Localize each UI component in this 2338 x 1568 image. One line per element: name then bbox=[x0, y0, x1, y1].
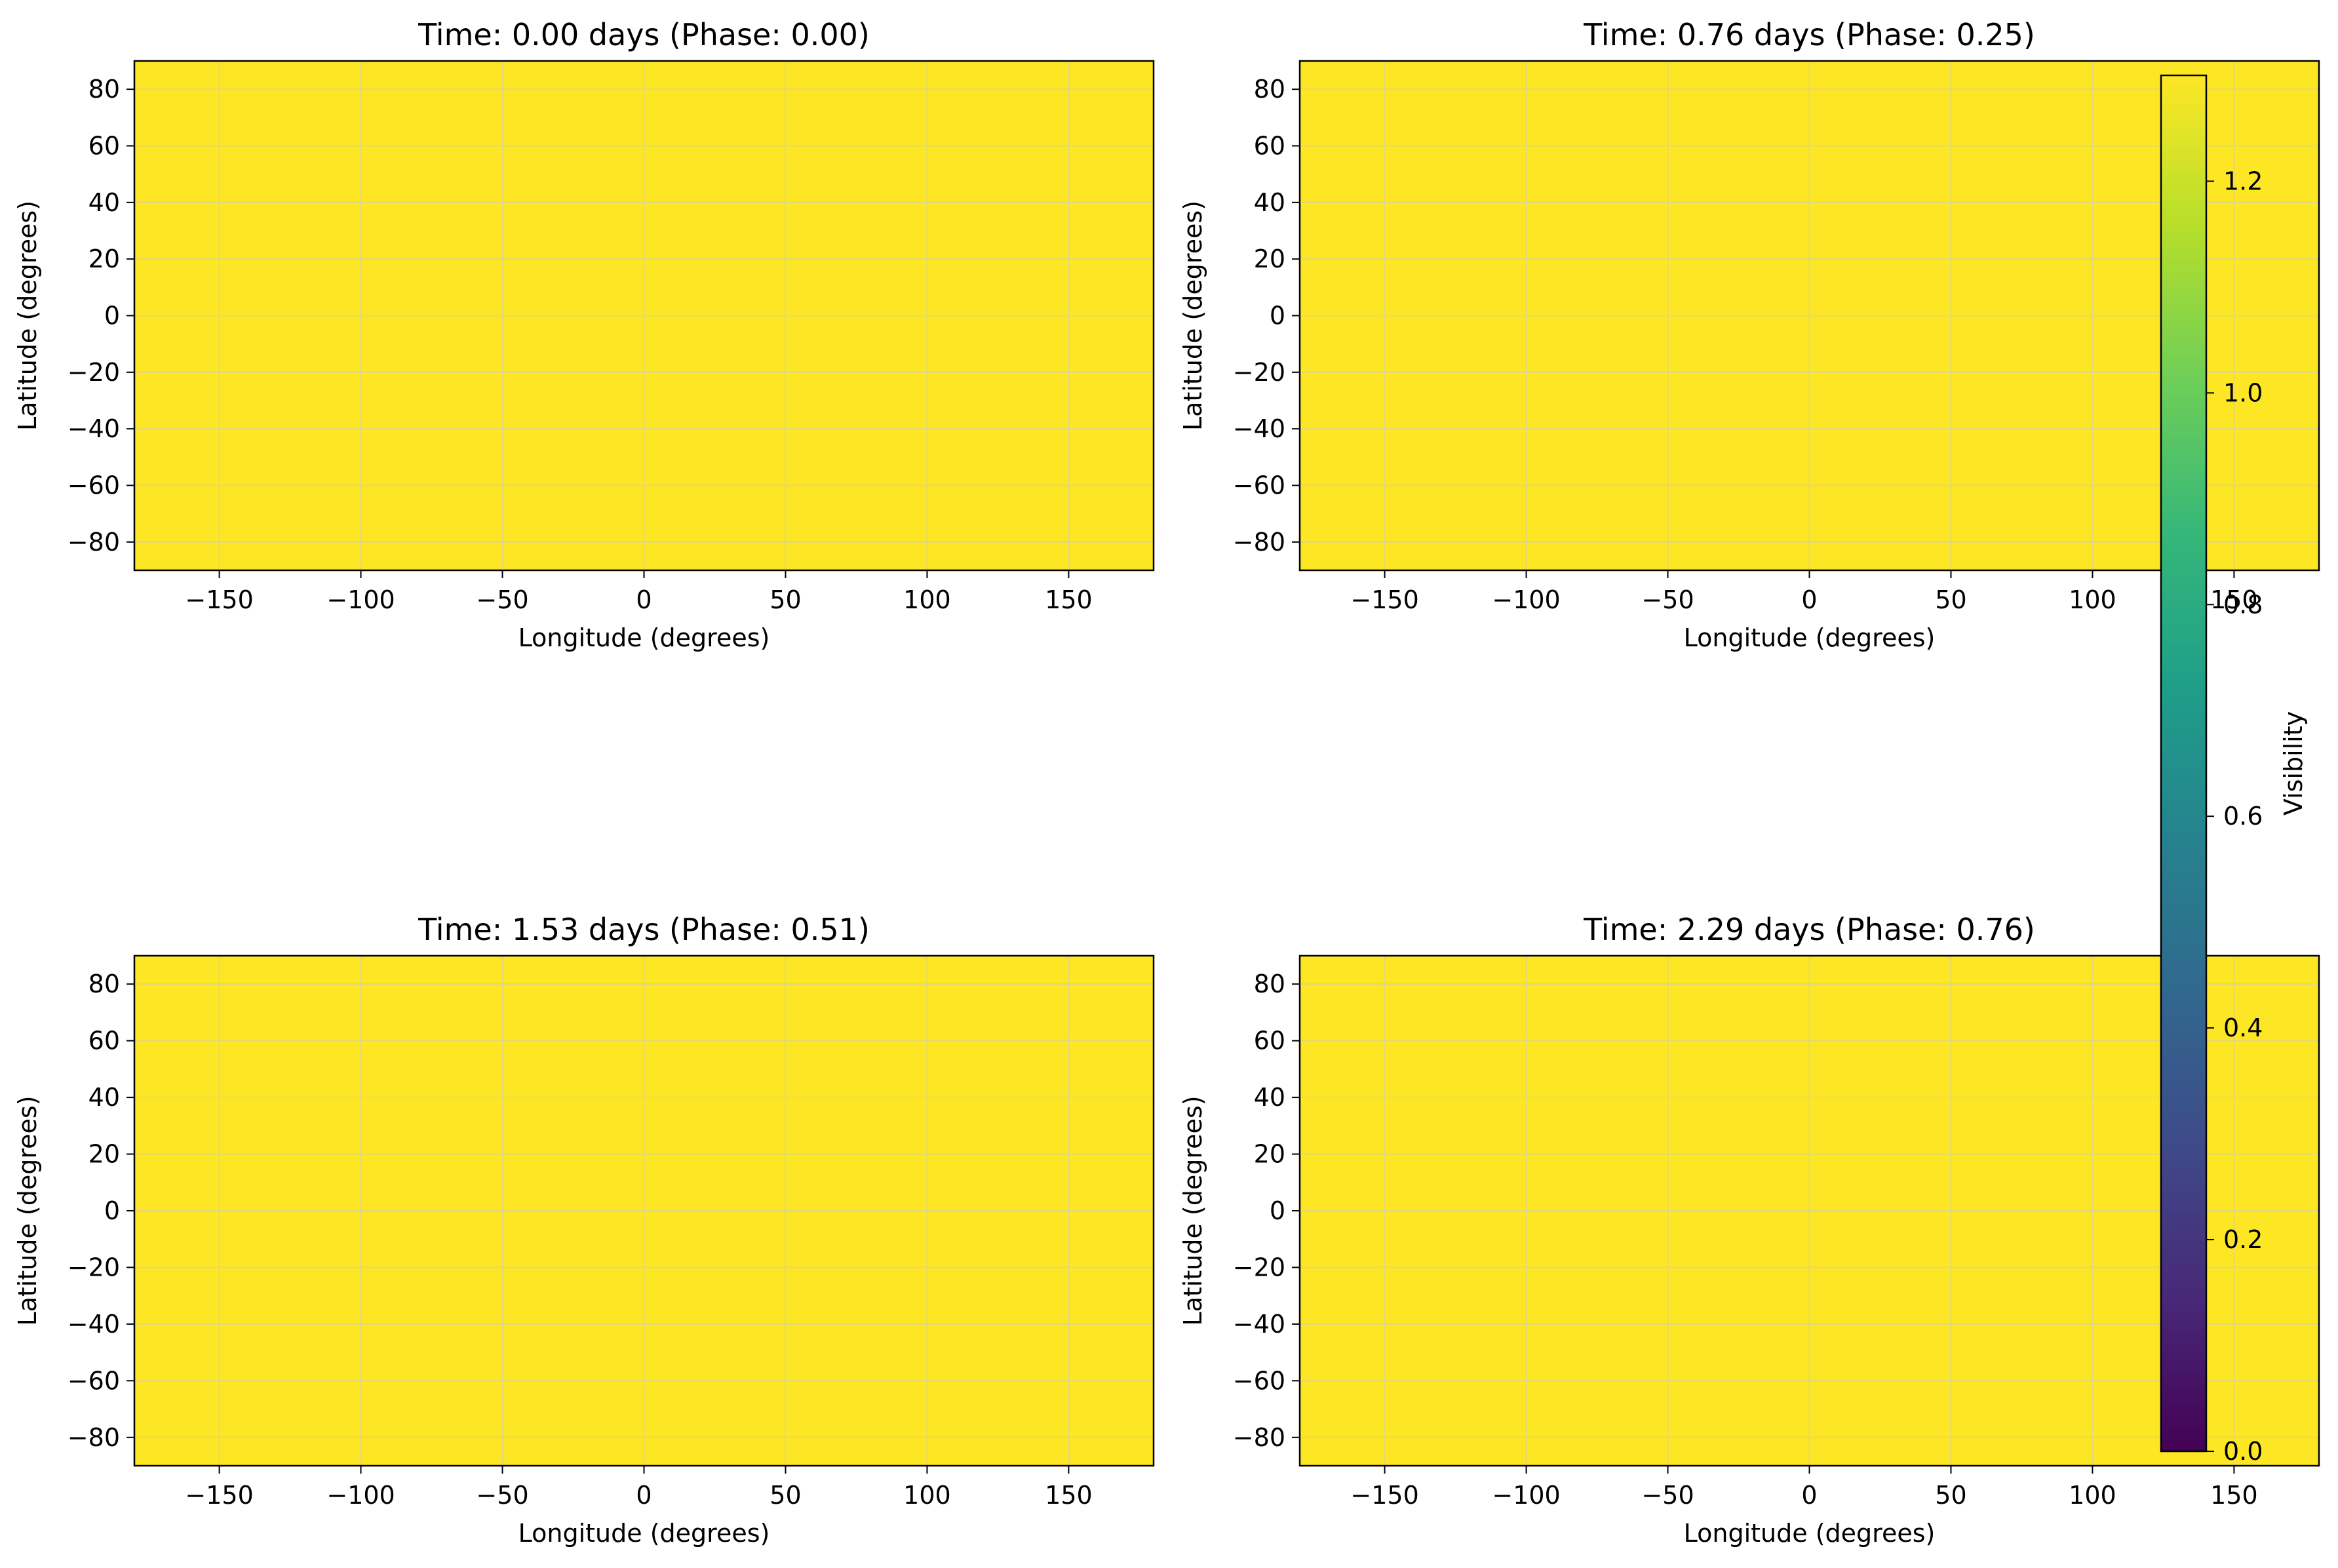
y-tick-label: 40 bbox=[1254, 1083, 1285, 1112]
heatmap-panel-1: −150 −100 −50 0 50 100 150 −80 −60 −40 −20 0 20 40 60 8… bbox=[13, 17, 1155, 652]
colorbar-tick-label: 0.4 bbox=[2223, 1013, 2263, 1042]
colorbar-tick-label: 0.0 bbox=[2223, 1437, 2263, 1466]
y-tick-label: −40 bbox=[1233, 1310, 1285, 1339]
y-tick-label: −40 bbox=[68, 1310, 120, 1339]
y-tick-label: 40 bbox=[1254, 188, 1285, 217]
y-tick-label: 0 bbox=[1270, 1196, 1285, 1225]
x-tick-label: 50 bbox=[770, 585, 801, 614]
colorbar-tick-label: 1.2 bbox=[2223, 167, 2263, 195]
y-tick-label: 20 bbox=[88, 1140, 120, 1169]
x-tick-label: −50 bbox=[476, 585, 528, 614]
y-tick-label: 80 bbox=[1254, 970, 1285, 998]
x-tick-label: −150 bbox=[185, 585, 253, 614]
x-tick-label: 0 bbox=[636, 585, 652, 614]
x-axis-label: Longitude (degrees) bbox=[518, 623, 770, 652]
panel-title: Time: 0.00 days (Phase: 0.00) bbox=[418, 17, 870, 52]
panel-title: Time: 1.53 days (Phase: 0.51) bbox=[418, 912, 870, 947]
x-axis-label: Longitude (degrees) bbox=[1684, 1519, 1936, 1548]
y-tick-label: 20 bbox=[1254, 1140, 1285, 1169]
heatmap-panel-4: −150 −100 −50 0 50 100 150 −80 −60 −40 −20 0 20 40 60 8… bbox=[1179, 912, 2320, 1548]
y-tick-label: 80 bbox=[88, 970, 120, 998]
x-tick-label: −50 bbox=[1641, 585, 1694, 614]
y-tick-label: 80 bbox=[1254, 75, 1285, 104]
x-tick-label: −100 bbox=[1492, 585, 1560, 614]
x-tick-label: 50 bbox=[1935, 585, 1966, 614]
y-tick-label: 60 bbox=[1254, 1027, 1285, 1055]
y-tick-label: 40 bbox=[88, 188, 120, 217]
y-axis-label: Latitude (degrees) bbox=[1179, 201, 1207, 431]
x-axis-label: Longitude (degrees) bbox=[518, 1519, 770, 1548]
x-tick-label: 100 bbox=[2069, 585, 2116, 614]
x-tick-label: −50 bbox=[1641, 1481, 1694, 1510]
x-tick-label: 150 bbox=[2210, 1481, 2258, 1510]
y-tick-label: 20 bbox=[1254, 245, 1285, 273]
colorbar-tick-label: 0.8 bbox=[2223, 590, 2263, 619]
x-tick-label: −100 bbox=[1492, 1481, 1560, 1510]
x-tick-label: 0 bbox=[1801, 1481, 1817, 1510]
x-tick-label: 50 bbox=[770, 1481, 801, 1510]
x-tick-label: −50 bbox=[476, 1481, 528, 1510]
y-tick-label: −60 bbox=[68, 471, 120, 500]
y-tick-label: −60 bbox=[68, 1366, 120, 1395]
y-tick-label: −40 bbox=[68, 414, 120, 443]
colorbar-frame bbox=[2160, 74, 2208, 1453]
y-tick-label: 0 bbox=[1270, 302, 1285, 330]
heatmap-panel-3: −150 −100 −50 0 50 100 150 −80 −60 −40 −20 0 20 40 60 8… bbox=[13, 912, 1155, 1548]
x-tick-label: 50 bbox=[1935, 1481, 1966, 1510]
panel-title: Time: 2.29 days (Phase: 0.76) bbox=[1583, 912, 2035, 947]
y-axis-label: Latitude (degrees) bbox=[13, 1095, 42, 1325]
y-tick-label: 80 bbox=[88, 75, 120, 104]
y-tick-label: −80 bbox=[68, 528, 120, 557]
x-tick-label: −150 bbox=[1350, 585, 1418, 614]
colorbar-tick-label: 0.6 bbox=[2223, 802, 2263, 831]
y-tick-label: 20 bbox=[88, 245, 120, 273]
y-tick-label: 40 bbox=[88, 1083, 120, 1112]
x-tick-label: 0 bbox=[1801, 585, 1817, 614]
colorbar-tick-label: 0.2 bbox=[2223, 1225, 2263, 1254]
y-tick-label: −20 bbox=[1233, 358, 1285, 387]
colorbar-label: Visibility bbox=[2279, 711, 2308, 815]
y-tick-label: −20 bbox=[68, 358, 120, 387]
y-tick-label: −60 bbox=[1233, 1366, 1285, 1395]
y-tick-label: −20 bbox=[1233, 1253, 1285, 1282]
colorbar-tick-label: 1.0 bbox=[2223, 378, 2263, 407]
y-tick-label: −80 bbox=[1233, 1423, 1285, 1452]
y-tick-label: −60 bbox=[1233, 471, 1285, 500]
x-tick-label: 100 bbox=[903, 585, 951, 614]
x-tick-label: −150 bbox=[1350, 1481, 1418, 1510]
y-tick-label: 0 bbox=[104, 302, 120, 330]
y-tick-label: −80 bbox=[1233, 528, 1285, 557]
x-axis-label: Longitude (degrees) bbox=[1684, 623, 1936, 652]
x-tick-label: 100 bbox=[2069, 1481, 2116, 1510]
x-tick-label: 100 bbox=[903, 1481, 951, 1510]
x-tick-label: −100 bbox=[326, 1481, 395, 1510]
y-tick-label: 60 bbox=[88, 1027, 120, 1055]
y-tick-label: −40 bbox=[1233, 414, 1285, 443]
heatmap-panel-2: −150 −100 −50 0 50 100 150 −80 −60 −40 −20 0 20 40 60 8… bbox=[1179, 17, 2320, 652]
y-tick-label: 60 bbox=[88, 132, 120, 161]
y-tick-label: 0 bbox=[104, 1196, 120, 1225]
x-tick-label: −150 bbox=[185, 1481, 253, 1510]
x-tick-label: −100 bbox=[326, 585, 395, 614]
y-axis-label: Latitude (degrees) bbox=[1179, 1095, 1207, 1325]
y-tick-label: 60 bbox=[1254, 132, 1285, 161]
x-tick-label: 150 bbox=[1045, 585, 1093, 614]
x-tick-label: 0 bbox=[636, 1481, 652, 1510]
panel-title: Time: 0.76 days (Phase: 0.25) bbox=[1583, 17, 2035, 52]
y-tick-label: −80 bbox=[68, 1423, 120, 1452]
colorbar: 0.0 0.2 0.4 0.6 0.8 1.0 1.2 Visibility bbox=[2160, 74, 2308, 1466]
x-tick-label: 150 bbox=[2210, 585, 2258, 614]
colorbar-gradient bbox=[2161, 75, 2206, 1451]
y-axis-label: Latitude (degrees) bbox=[13, 201, 42, 431]
x-tick-label: 150 bbox=[1045, 1481, 1093, 1510]
y-tick-label: −20 bbox=[68, 1253, 120, 1282]
